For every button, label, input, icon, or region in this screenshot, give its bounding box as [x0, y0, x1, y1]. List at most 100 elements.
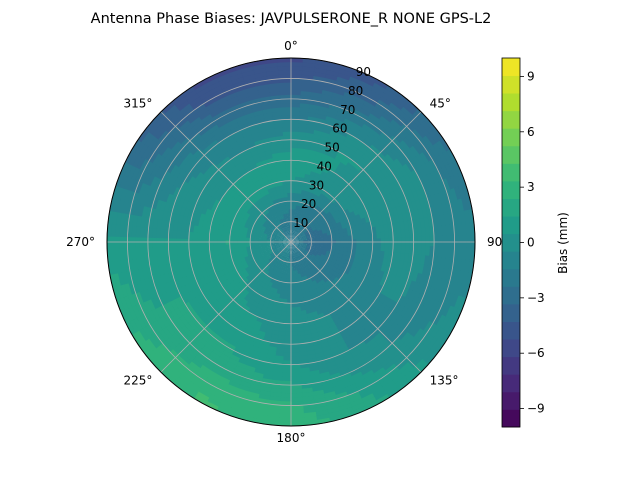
heat-cell — [204, 226, 211, 234]
heat-cell — [257, 244, 263, 248]
heat-cell — [233, 231, 239, 237]
heat-cell — [274, 237, 280, 240]
heat-cell — [298, 184, 304, 191]
heat-cell — [280, 192, 285, 199]
heat-cell — [318, 248, 324, 253]
heat-cell — [263, 251, 270, 255]
heat-cell — [300, 259, 305, 265]
heat-cell — [321, 251, 327, 257]
heat-cell — [206, 273, 215, 283]
colorbar-segment — [502, 198, 520, 217]
heat-cell — [330, 274, 337, 281]
heat-cell — [274, 257, 280, 263]
heat-cell — [282, 252, 287, 258]
heat-cell — [291, 233, 294, 239]
heat-cell — [323, 235, 329, 239]
heat-cell — [282, 348, 292, 354]
heat-cell — [378, 278, 387, 288]
heat-cell — [291, 239, 296, 242]
heat-cell — [221, 229, 227, 236]
heat-cell — [268, 229, 274, 234]
heat-cell — [192, 231, 198, 240]
heat-cell — [287, 282, 292, 288]
bias-heatmap — [107, 58, 475, 426]
heat-cell — [343, 235, 349, 241]
heat-cell — [290, 171, 297, 177]
heat-cell — [287, 245, 290, 251]
heat-cell — [245, 246, 251, 251]
heat-cell — [296, 232, 300, 237]
heat-cell — [284, 151, 292, 157]
heat-cell — [256, 146, 266, 154]
heat-cell — [283, 243, 288, 247]
heat-cell — [312, 252, 318, 257]
heat-cell — [285, 167, 292, 173]
heat-cell — [318, 139, 329, 147]
heat-cell — [282, 135, 292, 141]
heat-cell — [296, 151, 305, 158]
heat-cell — [263, 230, 269, 235]
heat-cell — [229, 235, 235, 241]
heat-cell — [302, 235, 308, 239]
colorbar-segment — [502, 58, 520, 76]
heat-cell — [287, 249, 290, 255]
heat-cell — [351, 234, 358, 241]
heat-cell — [294, 238, 300, 241]
heat-cell — [282, 226, 287, 232]
heat-cell — [293, 221, 296, 227]
heat-cell — [364, 203, 372, 212]
heat-cell — [303, 243, 308, 246]
heat-cell — [280, 213, 285, 219]
heat-cell — [224, 234, 231, 241]
heat-cell — [287, 233, 290, 239]
heat-cell — [195, 196, 204, 206]
heat-cell — [260, 252, 266, 257]
heat-cell — [280, 227, 285, 233]
radial-tick-label: 80 — [348, 84, 363, 98]
heat-cell — [335, 236, 341, 241]
colorbar-segment — [502, 145, 520, 164]
heat-cell — [225, 252, 232, 259]
heat-cell — [266, 234, 272, 238]
heat-cell — [389, 274, 397, 285]
heat-cell — [381, 271, 389, 282]
heat-cell — [286, 233, 290, 239]
heat-cell — [280, 246, 285, 250]
heat-cell — [311, 244, 317, 247]
heat-cell — [183, 267, 191, 277]
heat-cell — [286, 253, 289, 259]
heat-cell — [270, 226, 275, 231]
heat-cell — [378, 204, 386, 214]
heat-cell — [372, 192, 380, 202]
heat-cell — [298, 243, 304, 247]
heat-cell — [277, 268, 282, 274]
heat-cell — [194, 286, 203, 296]
heat-cell — [287, 216, 290, 222]
heat-cell — [189, 273, 197, 283]
colorbar: −9 −6 −3 0 3 6 9 — [501, 57, 545, 428]
heat-cell — [289, 242, 291, 247]
heat-cell — [296, 331, 305, 337]
heat-cell — [290, 274, 294, 280]
heat-cell — [233, 235, 239, 241]
heat-cell — [359, 228, 365, 236]
heat-cell — [255, 334, 265, 341]
heat-cell — [275, 233, 281, 237]
heat-cell — [283, 331, 292, 337]
heat-cell — [293, 229, 296, 235]
colorbar-segment — [502, 181, 520, 199]
heat-cell — [291, 242, 293, 247]
heat-cell — [295, 314, 303, 321]
heat-cell — [247, 277, 255, 284]
heat-cell — [285, 163, 292, 169]
heat-cell — [296, 247, 300, 252]
colorbar-label: Bias (mm) — [556, 212, 570, 274]
heat-cell — [317, 229, 323, 234]
heat-cell — [276, 176, 283, 183]
heat-cell — [279, 188, 285, 195]
heat-cell — [246, 155, 255, 163]
colorbar-tick-label: −6 — [527, 346, 545, 360]
heat-cell — [267, 232, 273, 236]
heat-cell — [290, 204, 294, 210]
heat-cell — [302, 257, 308, 263]
